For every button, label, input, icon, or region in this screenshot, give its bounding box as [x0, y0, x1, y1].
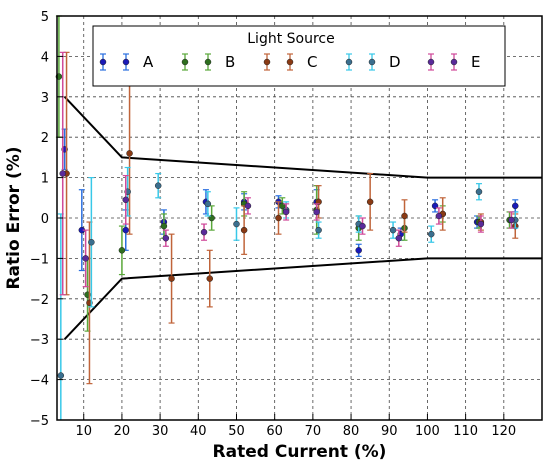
legend-title: Light Source [247, 31, 334, 47]
y-tick-label: 1 [41, 172, 49, 187]
y-tick-label: 2 [41, 131, 49, 146]
x-tick-label: 100 [415, 424, 440, 439]
series-C [63, 51, 519, 385]
x-tick-label: 60 [266, 424, 283, 439]
data-point [315, 226, 322, 234]
data-point [428, 230, 435, 238]
data-point [206, 275, 214, 282]
x-tick-label: 110 [453, 424, 478, 439]
legend-marker [345, 58, 353, 66]
limit-lines [63, 96, 542, 340]
y-tick-label: −1 [30, 252, 49, 267]
data-point [435, 212, 443, 220]
data-point [475, 188, 483, 195]
data-point [512, 202, 519, 210]
y-tick-label: −5 [30, 414, 49, 429]
y-tick-label: −3 [30, 333, 49, 348]
legend-marker [122, 58, 130, 66]
series-E [59, 51, 515, 296]
x-tick-label: 10 [75, 424, 92, 439]
data-point [275, 214, 282, 222]
data-point [168, 275, 175, 282]
legend-marker [99, 58, 107, 66]
x-tick-label: 20 [114, 424, 131, 439]
axis-ticks: 10 20 30 40 50 60 70 80 90 100 110 120 −5 −4 −3 −2 −1 0 1 2… [30, 10, 516, 439]
legend-entry-C: C [263, 53, 317, 71]
y-axis-title: Ratio Error (%) [4, 146, 24, 289]
y-tick-label: −2 [30, 293, 49, 308]
data-point [160, 222, 168, 230]
upper-limit-line [63, 96, 542, 179]
data-point [282, 208, 290, 216]
data-point [359, 222, 366, 230]
y-tick-label: 5 [41, 10, 49, 25]
plot-frame [56, 15, 543, 421]
lower-limit-line [63, 257, 542, 340]
data-point [118, 247, 126, 254]
data-point [477, 220, 485, 228]
legend-marker [263, 58, 271, 66]
legend-label-A: A [143, 53, 154, 71]
data-point [200, 228, 208, 236]
legend-entry-E: E [427, 53, 480, 71]
x-tick-label: 40 [190, 424, 207, 439]
legend-marker [286, 58, 294, 66]
data-point [508, 216, 515, 224]
data-point [395, 234, 403, 242]
data-point [122, 226, 129, 234]
data-point [204, 200, 212, 208]
data-point [355, 247, 362, 254]
legend-marker [204, 58, 212, 66]
data-series [55, 15, 519, 420]
data-point [389, 226, 397, 234]
legend: Light Source A B C D E [92, 25, 506, 87]
data-point [240, 226, 248, 234]
y-tick-label: 4 [41, 50, 49, 65]
legend-box [92, 25, 506, 87]
x-tick-label: 90 [381, 424, 398, 439]
y-tick-label: 0 [41, 212, 49, 227]
legend-label-C: C [307, 53, 317, 71]
legend-label-D: D [389, 53, 401, 71]
x-tick-label: 50 [228, 424, 245, 439]
legend-entry-D: D [345, 53, 401, 71]
x-axis-title: Rated Current (%) [213, 442, 387, 462]
data-point [122, 196, 129, 204]
legend-label-E: E [471, 53, 480, 71]
x-tick-label: 80 [343, 424, 360, 439]
legend-entry-B: B [181, 53, 235, 71]
data-point [233, 220, 240, 228]
y-tick-label: −4 [30, 374, 49, 389]
data-point [366, 198, 374, 206]
data-point [162, 234, 170, 242]
legend-label-B: B [225, 53, 235, 71]
legend-marker [181, 58, 189, 66]
x-tick-label: 30 [152, 424, 169, 439]
x-tick-label: 120 [491, 424, 516, 439]
data-point [154, 182, 162, 189]
data-point [57, 372, 65, 379]
legend-entry-A: A [99, 53, 154, 71]
legend-marker [427, 58, 435, 66]
data-point [88, 238, 95, 246]
data-point [126, 150, 133, 157]
data-point [313, 208, 320, 216]
data-point [59, 170, 66, 177]
data-point [82, 255, 89, 262]
x-tick-label: 70 [305, 424, 322, 439]
data-point [401, 212, 408, 220]
legend-marker [450, 58, 458, 66]
data-point [244, 202, 252, 210]
legend-marker [368, 58, 376, 66]
y-tick-label: 3 [41, 91, 49, 106]
